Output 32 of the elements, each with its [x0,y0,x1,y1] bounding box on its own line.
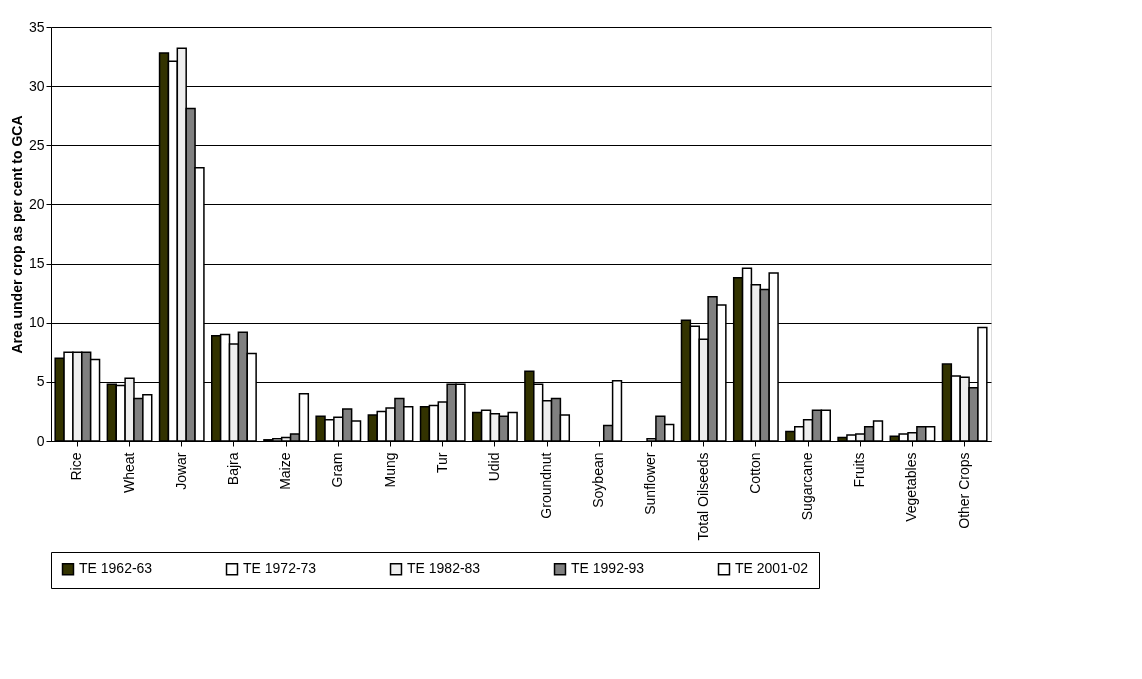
x-tick-label: Groundnut [538,452,555,519]
x-tick-label: Udid [485,452,502,482]
y-tick-label: 25 [28,136,45,153]
x-tick-label: Sunflower [642,452,659,515]
y-tick-label: 35 [28,18,45,35]
x-tick-label: Other Crops [955,452,972,529]
y-tick-label: 10 [28,314,45,331]
legend-label: TE 1972-73 [243,560,317,577]
x-tick-label: Maize [277,452,294,490]
legend-label: TE 1992-93 [571,560,645,577]
x-tick-label: Soybean [590,452,607,508]
legend-label: TE 1962-63 [79,560,153,577]
x-tick-label: Vegetables [903,452,920,522]
x-tick-label: Rice [68,452,85,481]
x-tick-label: Bajra [224,452,241,486]
x-tick-label: Fruits [851,452,868,488]
legend-label: TE 2001-02 [735,560,809,577]
x-tick-label: Wheat [120,452,137,493]
y-tick-label: 0 [36,432,45,449]
x-tick-label: Tur [433,452,450,473]
y-axis-title: Area under crop as per cent to GCA [8,115,25,354]
y-tick-label: 30 [28,77,45,94]
x-tick-label: Total Oilseeds [694,452,711,541]
y-tick-label: 15 [28,255,45,272]
x-tick-label: Jowar [172,452,189,490]
x-tick-label: Mung [381,452,398,488]
y-tick-label: 5 [36,373,45,390]
x-tick-label: Gram [329,452,346,488]
x-tick-label: Sugarcane [799,452,816,521]
y-tick-label: 20 [28,195,45,212]
legend-label: TE 1982-83 [407,560,481,577]
x-tick-label: Cotton [746,452,763,494]
